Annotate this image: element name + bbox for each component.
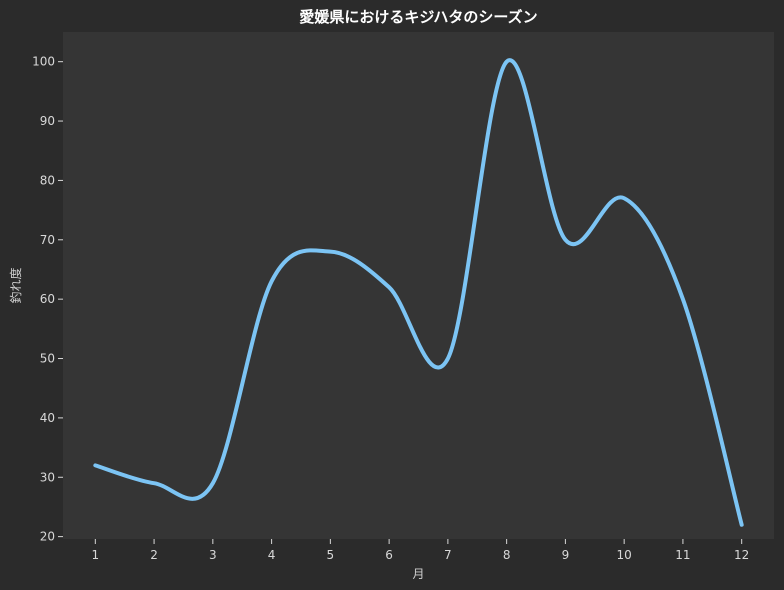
- x-tick-label: 3: [209, 548, 217, 562]
- x-tick-label: 12: [734, 548, 749, 562]
- x-tick-label: 10: [617, 548, 632, 562]
- y-tick-label: 100: [32, 55, 55, 69]
- y-tick-label: 40: [40, 411, 55, 425]
- x-tick-label: 7: [444, 548, 452, 562]
- y-tick-label: 30: [40, 470, 55, 484]
- y-tick-label: 90: [40, 114, 55, 128]
- x-axis-label: 月: [412, 567, 424, 581]
- y-axis: 20 30 40 50 60 70 80 90 100: [32, 55, 63, 544]
- x-tick-label: 1: [91, 548, 99, 562]
- y-tick-label: 60: [40, 292, 55, 306]
- plot-area: [63, 32, 774, 539]
- y-tick-label: 80: [40, 173, 55, 187]
- x-tick-label: 11: [675, 548, 690, 562]
- y-tick-label: 70: [40, 233, 55, 247]
- x-tick-label: 5: [327, 548, 335, 562]
- y-tick-label: 50: [40, 352, 55, 366]
- x-tick-label: 9: [562, 548, 570, 562]
- chart-title: 愛媛県におけるキジハタのシーズン: [299, 8, 537, 26]
- x-axis: 1 2 3 4 5 6 7 8 9 10 11 12: [91, 539, 749, 562]
- x-tick-label: 2: [150, 548, 158, 562]
- x-tick-label: 6: [385, 548, 393, 562]
- y-tick-label: 20: [40, 530, 55, 544]
- series-line: [93, 58, 744, 527]
- x-tick-label: 8: [503, 548, 511, 562]
- x-tick-label: 4: [268, 548, 276, 562]
- y-axis-label: 釣れ度: [8, 267, 23, 303]
